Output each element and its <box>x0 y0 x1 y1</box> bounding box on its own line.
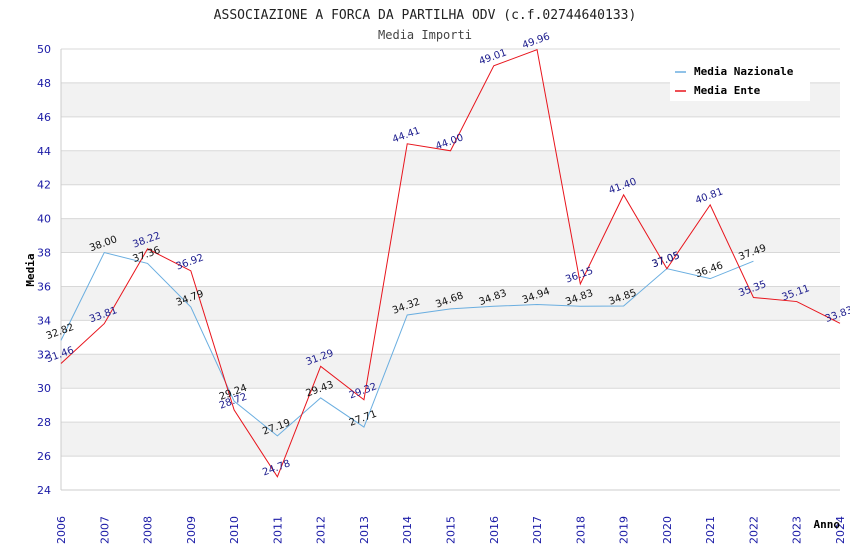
x-tick-label: 2016 <box>488 516 501 544</box>
grid-band <box>61 116 840 151</box>
grid-band <box>61 422 840 457</box>
legend-label-nazionale: Media Nazionale <box>694 65 794 78</box>
x-tick-label: 2009 <box>185 516 198 544</box>
x-tick-label: 2010 <box>228 516 241 544</box>
x-tick-label: 2007 <box>98 516 111 544</box>
y-tick-label: 30 <box>37 382 51 395</box>
y-tick-label: 50 <box>37 43 51 56</box>
chart-subtitle: Media Importi <box>378 28 472 42</box>
grid-band <box>61 388 840 423</box>
y-tick-label: 24 <box>37 484 51 497</box>
y-tick-label: 40 <box>37 213 51 226</box>
data-label-ente: 49.96 <box>521 31 552 51</box>
y-tick-label: 38 <box>37 247 51 260</box>
y-tick-label: 26 <box>37 450 51 463</box>
grid-band <box>61 150 840 185</box>
y-axis-label: Media <box>24 253 37 286</box>
x-tick-label: 2018 <box>574 516 587 544</box>
x-tick-label: 2014 <box>401 516 414 544</box>
y-tick-label: 42 <box>37 179 51 192</box>
y-tick-label: 48 <box>37 77 51 90</box>
chart-title: ASSOCIAZIONE A FORCA DA PARTILHA ODV (c.… <box>214 8 637 23</box>
x-tick-label: 2020 <box>661 516 674 544</box>
grid-band <box>61 286 840 321</box>
grid-band <box>61 218 840 253</box>
grid-band <box>61 320 840 355</box>
y-tick-label: 46 <box>37 111 51 124</box>
grid-band <box>61 456 840 490</box>
x-tick-label: 2008 <box>142 516 155 544</box>
y-axis-ticks: 24 26 28 30 32 34 36 38 40 42 44 46 48 50 <box>37 43 51 497</box>
grid-band <box>61 252 840 287</box>
grid-band <box>61 184 840 219</box>
y-tick-label: 36 <box>37 280 51 293</box>
y-tick-label: 34 <box>37 314 51 327</box>
y-tick-label: 44 <box>37 145 51 158</box>
series-line-ente <box>60 49 841 478</box>
x-tick-label: 2023 <box>791 516 804 544</box>
x-tick-label: 2013 <box>358 516 371 544</box>
x-tick-label: 2006 <box>55 516 68 544</box>
x-tick-label: 2024 <box>834 516 847 544</box>
series-lines <box>60 49 841 478</box>
x-tick-label: 2019 <box>618 516 631 544</box>
legend-label-ente: Media Ente <box>694 84 761 97</box>
x-tick-label: 2015 <box>445 516 458 544</box>
x-axis-label: Anno <box>814 518 841 531</box>
y-tick-label: 28 <box>37 416 51 429</box>
x-axis-ticks: 2006 2007 2008 2009 2010 2011 2012 2013 2014 2015… <box>55 516 847 544</box>
x-tick-label: 2022 <box>747 516 760 544</box>
series-line-nazionale <box>60 251 754 437</box>
x-tick-label: 2012 <box>315 516 328 544</box>
legend-box <box>670 60 810 101</box>
grid-band <box>61 354 840 389</box>
x-tick-label: 2021 <box>704 516 717 544</box>
x-tick-label: 2011 <box>271 516 284 544</box>
x-tick-label: 2017 <box>531 516 544 544</box>
y-tick-label: 32 <box>37 348 51 361</box>
legend: Media Nazionale Media Ente <box>670 60 810 101</box>
